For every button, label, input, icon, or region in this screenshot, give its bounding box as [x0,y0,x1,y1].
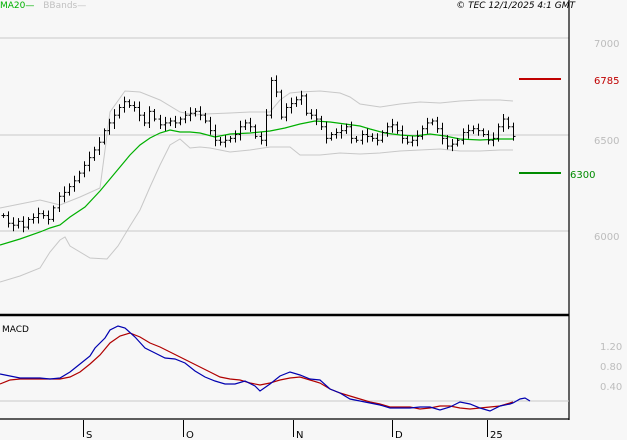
macd-line [0,325,531,412]
macd-signal-line [0,332,514,410]
y-tick-6000: 6000 [594,232,619,243]
resistance-label: 6785 [594,76,619,87]
legend-bbands: BBands [43,1,78,11]
resistance-level: 6785 [519,76,619,87]
legend-bbands-swatch: — [77,1,87,11]
x-tick-label: 25 [490,430,503,440]
bband-upper [0,90,514,209]
price-y-axis: 7000 6500 6000 [594,39,619,243]
macd-y-tick-0.80: 0.80 [600,362,622,373]
support-level: 6300 [519,170,595,181]
x-tick-label: D [395,430,403,440]
ma20-line [0,120,513,246]
legend-ma20: MA20 [0,1,26,11]
copyright-timestamp: © TEC 12/1/2025 4:1 GMT [456,1,575,11]
support-label: 6300 [570,170,595,181]
bband-lower [0,138,513,283]
legend-ma20-swatch: — [25,1,35,11]
macd-y-tick-1.20: 1.20 [600,342,622,353]
macd-y-tick-0.40: 0.40 [600,382,622,393]
x-tick-label: S [86,430,92,440]
y-tick-7000: 7000 [594,39,619,50]
y-tick-6500: 6500 [594,136,619,147]
macd-y-axis: 1.20 0.80 0.40 [600,342,622,393]
macd-title: MACD [2,325,29,335]
x-tick-label: N [296,430,303,440]
ohlc-bars [1,75,516,233]
chart-legend: MA20— BBands— [0,0,86,12]
x-tick-label: O [186,430,194,440]
price-gridlines [0,37,569,232]
x-axis: S O N D 25 [83,420,503,440]
